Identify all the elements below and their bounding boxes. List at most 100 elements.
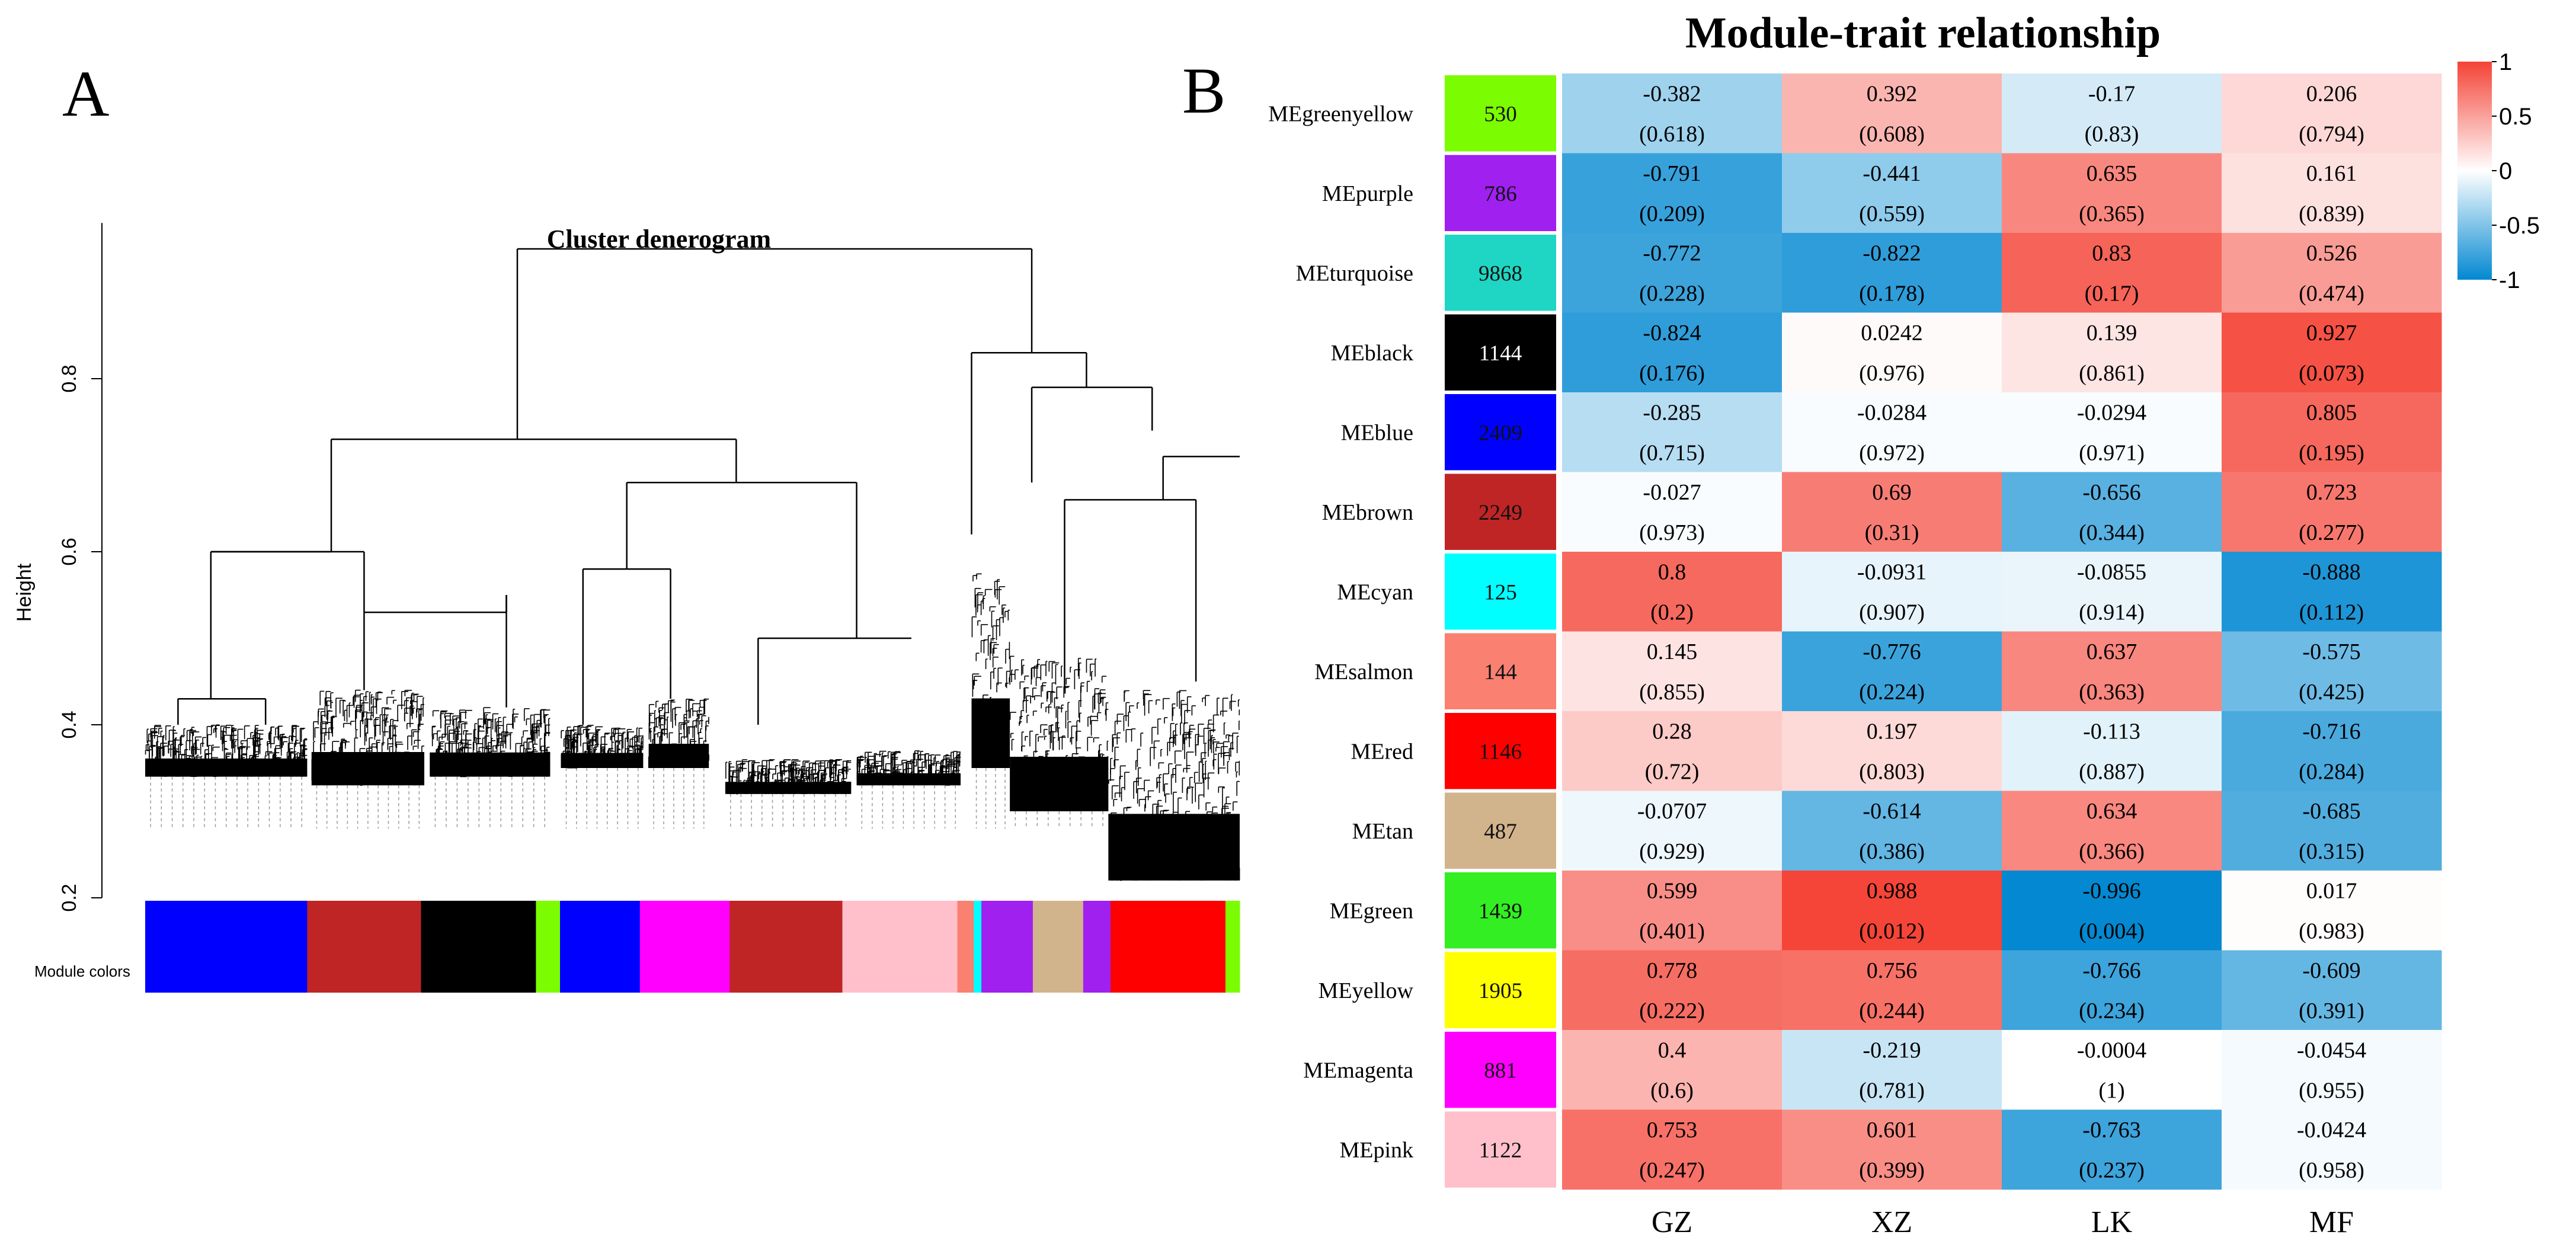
module-swatch: [1445, 1111, 1556, 1188]
cell-pvalue: (0.803): [1859, 759, 1925, 784]
column-label: LK: [2091, 1205, 2133, 1239]
panel-a-label: A: [62, 57, 109, 130]
module-size-label: 1439: [1479, 899, 1522, 923]
heatmap-cell: [2222, 1030, 2442, 1110]
cell-correlation: 0.601: [1867, 1118, 1918, 1143]
cell-pvalue: (0.391): [2299, 999, 2364, 1023]
cell-pvalue: (0.914): [2079, 600, 2145, 625]
module-color-segment: [1225, 901, 1240, 993]
row-label: MEpink: [1339, 1138, 1413, 1163]
column-label: XZ: [1871, 1205, 1912, 1239]
module-size-label: 9868: [1479, 261, 1522, 286]
module-size-label: 1905: [1479, 979, 1522, 1003]
heatmap-cell: [2002, 871, 2222, 951]
cell-pvalue: (1): [2098, 1078, 2124, 1103]
cell-correlation: -0.113: [2083, 719, 2140, 744]
cell-pvalue: (0.365): [2079, 201, 2145, 226]
cell-correlation: 0.753: [1647, 1118, 1698, 1143]
cell-pvalue: (0.237): [2079, 1158, 2145, 1183]
cell-correlation: 0.927: [2306, 321, 2357, 345]
cell-correlation: 0.69: [1872, 480, 1912, 505]
heatmap-cell: [2002, 1030, 2222, 1110]
heatmap-cell: [2222, 1109, 2442, 1190]
column-label: GZ: [1652, 1205, 1692, 1239]
heatmap-cell: [1562, 1109, 1783, 1190]
cell-correlation: 0.139: [2087, 321, 2137, 345]
module-swatch: [1445, 394, 1556, 471]
cell-pvalue: (0.855): [1639, 680, 1705, 705]
heatmap-cell: [2002, 153, 2222, 233]
cell-pvalue: (0.958): [2299, 1158, 2364, 1183]
cell-correlation: 0.778: [1647, 958, 1698, 983]
legend-tick-label: -0.5: [2499, 213, 2540, 239]
cell-pvalue: (0.794): [2299, 121, 2364, 146]
row-label: MEblack: [1331, 341, 1413, 366]
cell-pvalue: (0.277): [2299, 520, 2364, 545]
cell-pvalue: (0.715): [1639, 440, 1705, 465]
y-tick-label: 0.8: [58, 364, 81, 392]
cell-correlation: 0.0242: [1861, 321, 1923, 345]
heatmap-cell: [2222, 73, 2442, 153]
cell-pvalue: (0.112): [2299, 600, 2364, 625]
row-label: MEtan: [1352, 819, 1413, 844]
cell-correlation: -0.0004: [2077, 1038, 2146, 1063]
cell-correlation: 0.392: [1867, 81, 1918, 106]
module-colors-label: Module colors: [34, 962, 130, 980]
module-swatch: [1445, 633, 1556, 709]
cell-pvalue: (0.228): [1639, 281, 1705, 306]
module-color-segment: [1111, 901, 1226, 993]
legend-tick-label: -1: [2499, 267, 2520, 293]
dendrogram-tree: [145, 248, 1240, 881]
cell-correlation: -0.791: [1643, 161, 1701, 186]
cell-pvalue: (0.72): [1645, 759, 1700, 784]
module-size-label: 2409: [1479, 421, 1522, 445]
dendrogram-leaf-mass: [1108, 814, 1240, 881]
cell-correlation: 0.988: [1867, 878, 1918, 903]
module-size-label: 125: [1484, 580, 1517, 604]
module-size-label: 786: [1484, 182, 1517, 206]
cell-pvalue: (0.386): [1859, 839, 1925, 864]
heatmap-cell: [2002, 472, 2222, 552]
cell-correlation: 0.83: [2092, 241, 2132, 265]
heatmap-cell: [2222, 791, 2442, 871]
heatmap-cell: [1562, 552, 1783, 632]
cell-pvalue: (0.955): [2299, 1078, 2364, 1103]
module-swatch: [1445, 792, 1556, 869]
cell-pvalue: (0.887): [2079, 759, 2145, 784]
row-label: MEturquoise: [1296, 261, 1413, 286]
heatmap-cell: [1562, 312, 1783, 393]
cell-correlation: 0.599: [1647, 878, 1698, 903]
dendrogram-leaf-mass: [725, 782, 852, 794]
heatmap-cell: [2222, 950, 2442, 1031]
dendrogram-leaf-mass: [648, 744, 709, 768]
cell-correlation: 0.526: [2306, 241, 2357, 265]
cell-correlation: -0.382: [1643, 81, 1701, 106]
heatmap-cell: [2002, 73, 2222, 153]
heatmap-cell: [2002, 950, 2222, 1031]
cell-correlation: 0.017: [2306, 878, 2357, 903]
cell-correlation: -0.0855: [2077, 559, 2146, 584]
cell-pvalue: (0.608): [1859, 121, 1925, 146]
cell-correlation: 0.756: [1867, 958, 1918, 983]
module-swatch: [1445, 75, 1556, 152]
legend-tick-label: 1: [2499, 49, 2512, 75]
legend-tick-label: 0: [2499, 158, 2512, 184]
row-label: MEgreenyellow: [1268, 101, 1413, 126]
module-size-label: 144: [1484, 660, 1517, 684]
cell-correlation: -0.0454: [2297, 1038, 2366, 1063]
cell-correlation: -0.656: [2082, 480, 2140, 505]
module-color-bar: [145, 901, 1240, 993]
dendrogram-y-label: Height: [13, 563, 36, 622]
heatmap-cell: [2002, 392, 2222, 472]
cell-correlation: -0.614: [1863, 799, 1921, 824]
cell-correlation: -0.0707: [1637, 799, 1707, 824]
cell-pvalue: (0.222): [1639, 999, 1705, 1023]
module-swatch: [1445, 713, 1556, 789]
cell-correlation: -0.575: [2302, 639, 2360, 664]
cell-pvalue: (0.176): [1639, 361, 1705, 386]
heatmap-cell: [1782, 552, 2002, 632]
panel-b-label: B: [1182, 55, 1225, 127]
heatmap-cell: [1782, 153, 2002, 233]
cell-correlation: -0.17: [2088, 81, 2135, 106]
